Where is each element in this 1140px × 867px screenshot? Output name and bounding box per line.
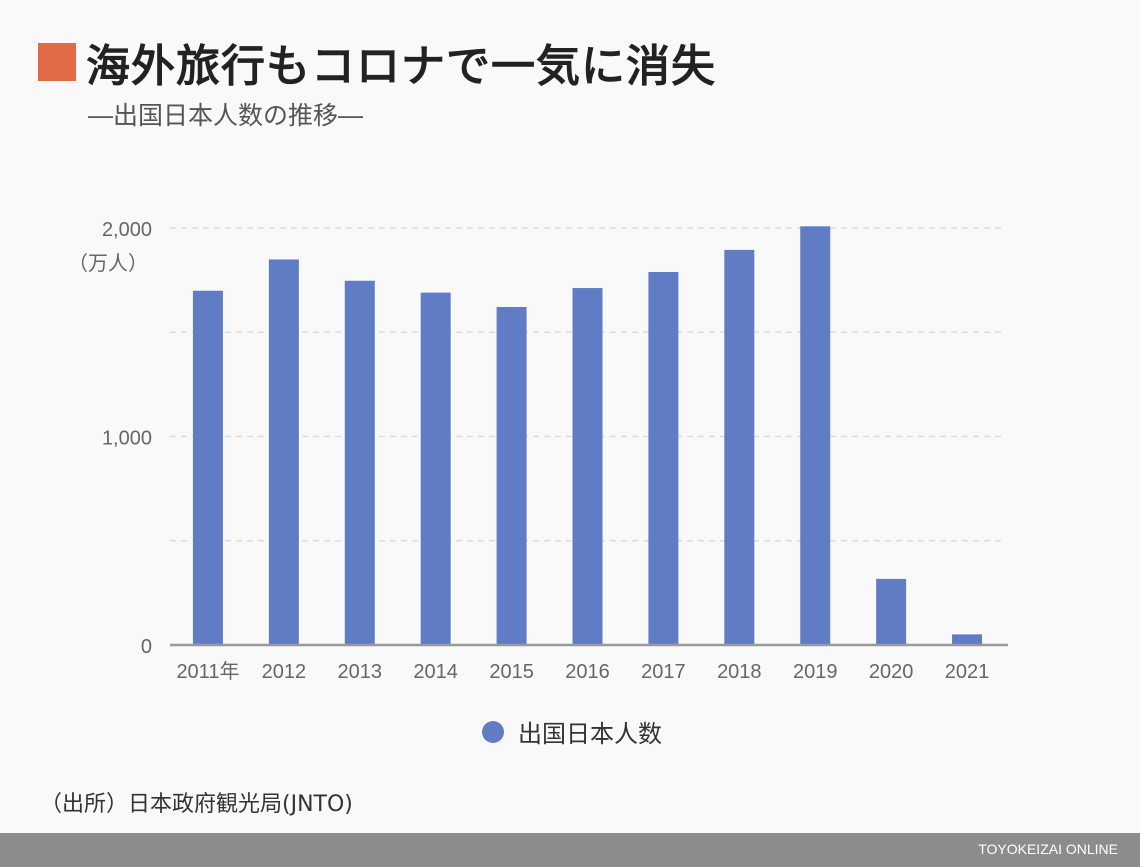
legend-swatch	[482, 720, 504, 743]
bar	[876, 578, 907, 645]
x-tick-label: 2014	[413, 661, 458, 683]
bar	[724, 249, 755, 645]
title-accent-square	[38, 43, 76, 81]
y-unit-label: （万人）	[68, 251, 148, 275]
title-block: 海外旅行もコロナで一気に消失	[38, 30, 716, 94]
footer-bar: TOYOKEIZAI ONLINE	[0, 833, 1140, 867]
chart-subtitle: ―出国日本人数の推移―	[88, 101, 364, 130]
x-tick-label: 2011年	[176, 660, 239, 683]
legend-label: 出国日本人数	[518, 720, 662, 748]
bar	[648, 271, 679, 645]
bar	[496, 307, 527, 645]
x-tick-label: 2019	[793, 661, 838, 683]
x-tick-label: 2021	[945, 661, 990, 683]
bar	[420, 292, 451, 645]
bar	[800, 226, 831, 645]
source-note: （出所）日本政府観光局(JNTO)	[40, 792, 353, 817]
legend: 出国日本人数	[482, 714, 662, 749]
bar	[268, 259, 299, 645]
x-tick-label: 2015	[489, 661, 534, 683]
x-tick-label: 2016	[565, 661, 610, 683]
bar	[344, 280, 375, 645]
y-tick-label: 1,000	[102, 428, 152, 450]
bar	[572, 288, 603, 645]
y-tick-label: 2,000	[102, 219, 152, 241]
x-tick-label: 2012	[262, 661, 307, 683]
footer-brand: TOYOKEIZAI ONLINE	[978, 841, 1118, 857]
x-tick-label: 2018	[717, 661, 762, 683]
y-tick-label: 0	[141, 636, 152, 658]
bar-chart: 0 1,000 2,000 （万人） 2011年 2012 2013 2014 2015 2016…	[68, 219, 1008, 683]
bar	[192, 290, 223, 645]
x-tick-label: 2017	[641, 661, 686, 683]
bar	[952, 634, 983, 645]
x-tick-label: 2020	[869, 661, 914, 683]
x-tick-label: 2013	[338, 661, 383, 683]
chart-title: 海外旅行もコロナで一気に消失	[86, 41, 716, 92]
